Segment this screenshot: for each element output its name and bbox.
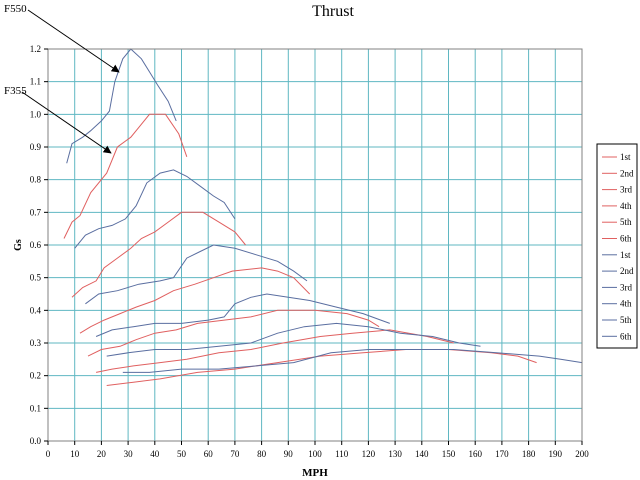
x-tick-label: 10	[70, 449, 80, 459]
legend-label: 1st	[620, 152, 631, 162]
x-tick-label: 30	[124, 449, 134, 459]
y-tick-label: 0.1	[30, 403, 41, 413]
x-tick-label: 20	[97, 449, 107, 459]
legend-label: 5th	[620, 315, 632, 325]
x-tick-label: 40	[150, 449, 160, 459]
y-tick-label: 0.5	[30, 273, 42, 283]
x-tick-label: 160	[468, 449, 482, 459]
y-axis-label: Gs	[13, 239, 24, 251]
y-tick-label: 0.2	[30, 371, 41, 381]
series-line-f550-4th	[95, 293, 390, 337]
x-tick-label: 60	[204, 449, 214, 459]
x-tick-label: 170	[495, 449, 509, 459]
legend-label: 3rd	[620, 282, 632, 292]
y-tick-label: 0.6	[30, 240, 42, 250]
y-tick-label: 0.0	[30, 436, 42, 446]
y-tick-label: 0.8	[30, 175, 42, 185]
x-axis-ticks: 0 10 20 30 40 50 60 70 80 90 100 110 120 130 140 150 160…	[46, 441, 589, 459]
y-tick-label: 1.0	[30, 109, 42, 119]
x-tick-label: 150	[442, 449, 456, 459]
x-tick-label: 80	[257, 449, 267, 459]
x-tick-label: 70	[230, 449, 240, 459]
grid	[48, 49, 582, 441]
x-tick-label: 50	[177, 449, 187, 459]
annotation-f355: F355	[4, 85, 27, 97]
x-tick-label: 180	[522, 449, 536, 459]
y-tick-label: 0.9	[30, 142, 42, 152]
series-line-f355-4th	[87, 309, 380, 357]
series-line-f550-3rd	[85, 244, 308, 305]
legend-label: 2nd	[620, 168, 634, 178]
annotation-f355-arrow	[21, 91, 112, 154]
legend-label: 3rd	[620, 185, 632, 195]
annotation-f550: F550	[4, 3, 27, 15]
series-line-f550-5th	[106, 322, 481, 357]
y-tick-label: 0.7	[30, 207, 42, 217]
legend-label: 5th	[620, 217, 632, 227]
chart-title: Thrust	[312, 3, 354, 20]
legend-label: 4th	[620, 299, 632, 309]
y-tick-label: 0.3	[30, 338, 42, 348]
series-lines	[63, 48, 583, 386]
x-tick-label: 200	[575, 449, 589, 459]
legend-box	[596, 143, 638, 349]
x-tick-label: 90	[284, 449, 294, 459]
series-line-f355-5th	[95, 329, 454, 373]
x-tick-label: 130	[388, 449, 402, 459]
legend-label: 6th	[620, 331, 632, 341]
series-line-f355-1st	[63, 113, 188, 239]
x-tick-label: 190	[549, 449, 563, 459]
series-line-f550-1st	[66, 48, 177, 164]
x-axis-label: MPH	[302, 467, 328, 479]
series-line-f355-2nd	[71, 211, 246, 298]
x-tick-label: 0	[46, 449, 51, 459]
legend-label: 4th	[620, 201, 632, 211]
series-line-f550-6th	[122, 349, 583, 373]
y-tick-label: 0.4	[30, 305, 42, 315]
x-tick-label: 120	[362, 449, 376, 459]
series-line-f355-3rd	[79, 267, 311, 334]
y-axis-ticks: 0.0 0.1 0.2 0.3 0.4 0.5 0.6 0.7 0.8 0.9 1.0 1.1 1.2	[30, 44, 48, 446]
annotation-f550-arrow	[27, 9, 120, 73]
legend-label: 2nd	[620, 266, 634, 276]
x-tick-label: 110	[335, 449, 349, 459]
legend: 1st 2nd 3rd 4th 5th 6th 1st 2nd 3rd 4th 5th 6th	[596, 143, 638, 349]
x-tick-label: 140	[415, 449, 429, 459]
x-tick-label: 100	[308, 449, 322, 459]
y-tick-label: 1.1	[30, 77, 41, 87]
legend-label: 6th	[620, 234, 632, 244]
legend-label: 1st	[620, 250, 631, 260]
y-tick-label: 1.2	[30, 44, 41, 54]
series-line-f550-2nd	[74, 169, 236, 249]
